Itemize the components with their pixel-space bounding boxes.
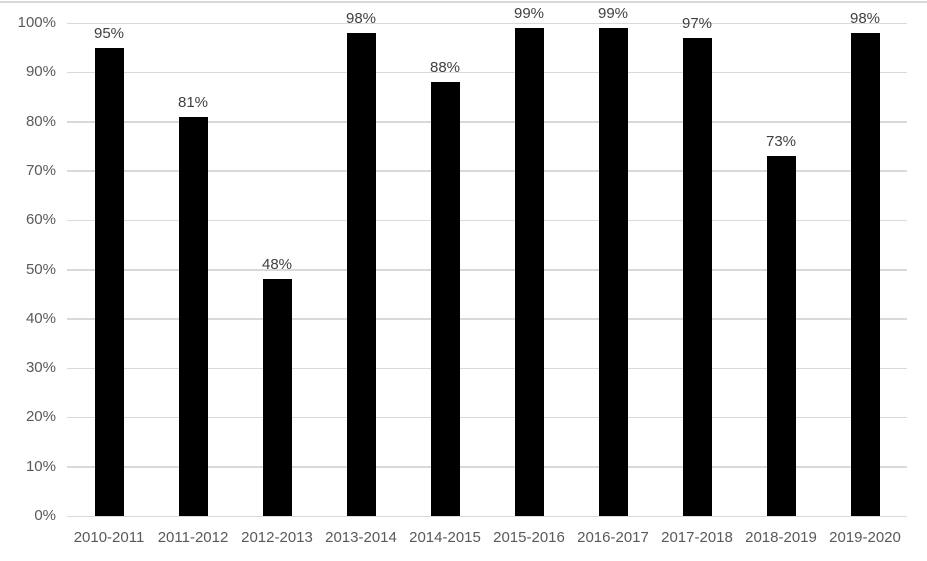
bar-2014-2015 — [430, 82, 460, 516]
data-label: 48% — [261, 256, 293, 274]
y-tick-label: 30% — [25, 359, 56, 377]
x-tick-label: 2015-2016 — [493, 529, 565, 546]
y-tick-label: 20% — [25, 408, 56, 426]
x-tick-label: 2011-2012 — [157, 529, 229, 546]
gridline — [67, 269, 907, 271]
gridline — [67, 219, 907, 222]
y-tick-label: 50% — [25, 260, 56, 278]
y-tick-label: 60% — [25, 211, 56, 229]
x-axis-line — [67, 515, 907, 517]
bar-2013-2014 — [346, 32, 376, 516]
bar-2019-2020 — [850, 32, 880, 516]
x-tick-label: 2013-2014 — [325, 529, 397, 546]
y-tick-label: 40% — [25, 309, 56, 327]
gridline — [67, 367, 907, 370]
y-tick-label: 90% — [25, 63, 56, 81]
gridline — [67, 121, 907, 123]
data-label: 99% — [597, 4, 629, 22]
chart-top-border — [0, 1, 927, 3]
x-tick-label: 2014-2015 — [409, 529, 481, 546]
y-tick-label: 70% — [25, 161, 56, 179]
data-label: 99% — [513, 4, 545, 22]
bar-2011-2012 — [178, 116, 208, 516]
gridline — [67, 416, 907, 419]
gridline — [67, 318, 907, 320]
bar-2017-2018 — [682, 37, 712, 516]
plot-area — [67, 22, 907, 517]
bar-2012-2013 — [262, 279, 292, 516]
y-tick-label: 80% — [25, 112, 56, 130]
data-label: 98% — [345, 9, 377, 27]
data-label: 98% — [849, 9, 881, 27]
data-label: 81% — [177, 93, 209, 111]
gridline — [67, 22, 907, 24]
gridline — [67, 466, 907, 468]
x-tick-label: 2012-2013 — [241, 529, 313, 546]
bar-2010-2011 — [94, 47, 124, 516]
bar-2015-2016 — [514, 27, 544, 516]
y-tick-label: 100% — [17, 14, 56, 31]
x-tick-label: 2016-2017 — [577, 529, 649, 546]
data-label: 95% — [93, 24, 125, 42]
x-tick-label: 2018-2019 — [745, 529, 817, 546]
bar-2016-2017 — [598, 27, 628, 516]
x-tick-label: 2017-2018 — [661, 529, 733, 546]
data-label: 88% — [429, 59, 461, 77]
y-tick-label: 10% — [25, 457, 56, 475]
x-tick-label: 2010-2011 — [73, 529, 145, 546]
x-tick-label: 2019-2020 — [829, 529, 901, 546]
gridline — [67, 71, 907, 74]
data-label: 97% — [681, 14, 713, 32]
data-label: 73% — [765, 133, 797, 151]
gridline — [67, 170, 907, 172]
y-tick-label: 0% — [34, 507, 56, 524]
bar-2018-2019 — [766, 156, 796, 516]
